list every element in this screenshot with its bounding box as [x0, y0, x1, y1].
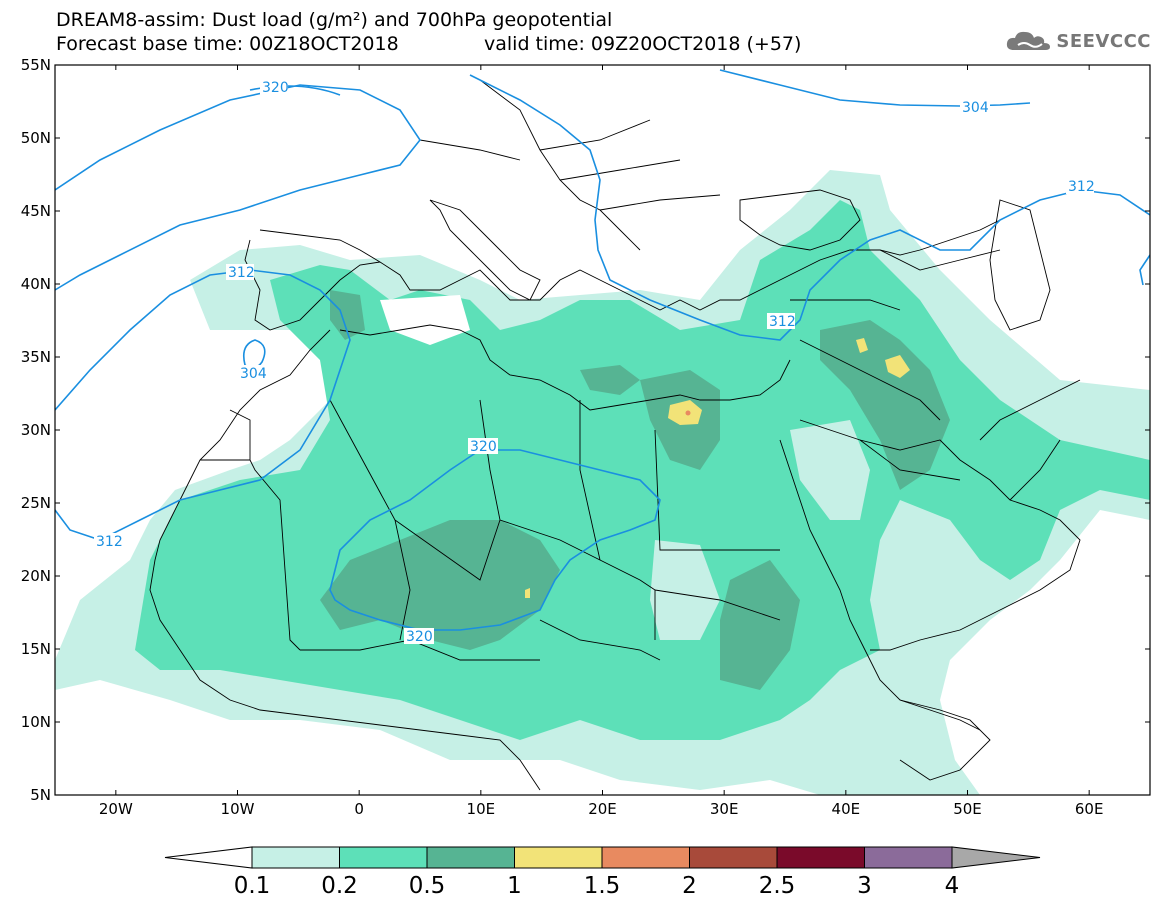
colorbar-segment [339, 846, 428, 869]
contour-label: 312 [96, 534, 123, 550]
lat-tick-label: 40N [21, 275, 51, 293]
contour-label: 304 [240, 366, 267, 382]
lat-tick-label: 45N [21, 202, 51, 220]
contour-304-northeast [719, 69, 1031, 107]
country-borders [149, 79, 1081, 791]
dust-field [55, 170, 1150, 795]
border-lines-africa [200, 399, 781, 661]
contour-312-edge [1139, 254, 1150, 286]
lat-tick-label: 50N [21, 129, 51, 147]
cloud-icon [1007, 31, 1051, 50]
coastline-horn [899, 699, 991, 781]
colorbar-segment [251, 846, 340, 869]
seevccc-logo: SEEVCCC [1004, 28, 1151, 54]
longitude-axis: 20W 10W 0 10E 20E 30E 40E 50E 60E [99, 65, 1104, 818]
contour-labels: 320 304 312 312 304 312 320 312 320 [94, 79, 1095, 645]
dust-core-egypt [685, 410, 691, 416]
contour-label: 312 [228, 265, 255, 281]
dust-band-0-5-west [320, 520, 560, 650]
latitude-axis: 55N 50N 45N 40N 35N 30N 25N 20N 15N 10N 5N [21, 56, 1150, 804]
border-lines-europe [419, 79, 1001, 271]
dust-band-0-5-iraq [820, 320, 950, 490]
coastline-black-sea [739, 189, 861, 251]
colorbar-segment [689, 846, 778, 869]
dust-band-0-5-sudan [720, 560, 800, 690]
colorbar-label: 0.5 [409, 873, 446, 899]
coastline-arabia [799, 419, 1081, 651]
colorbar-segment [514, 846, 603, 869]
colorbar-label: 2 [682, 873, 697, 899]
valid-time: valid time: 09Z20OCT2018 (+57) [484, 33, 802, 55]
lon-tick-label: 20W [99, 800, 133, 818]
contour-320-loop [249, 85, 341, 96]
dust-band-1-iraq [885, 355, 910, 378]
lat-tick-label: 35N [21, 348, 51, 366]
logo-text: SEEVCCC [1056, 30, 1151, 52]
lon-tick-label: 10E [467, 800, 496, 818]
border-lines-middle-east [790, 299, 1081, 501]
contour-312-west [55, 269, 351, 541]
dust-gap-arabia [790, 420, 870, 520]
contour-312-north [55, 84, 421, 291]
coastline-europe [259, 219, 1001, 311]
colorbar: 0.1 0.2 0.5 1 1.5 2 2.5 3 4 [164, 846, 1041, 899]
colorbar-label: 1.5 [584, 873, 621, 899]
contour-label: 320 [406, 629, 433, 645]
lon-tick-label: 30E [710, 800, 739, 818]
dust-band-1-egypt [668, 400, 702, 425]
lat-tick-label: 10N [21, 713, 51, 731]
contour-label: 320 [470, 439, 497, 455]
forecast-base-time: Forecast base time: 00Z18OCT2018 [56, 33, 399, 55]
colorbar-above-arrow [951, 846, 1041, 869]
dust-band-0-5-libya [580, 365, 640, 395]
dust-gap-mediterranean [380, 295, 470, 345]
lat-tick-label: 15N [21, 640, 51, 658]
contour-312-east [469, 74, 1150, 341]
lat-tick-label: 20N [21, 567, 51, 585]
dust-band-0-5-iberia [330, 290, 365, 340]
contour-label: 312 [1068, 179, 1095, 195]
lat-tick-label: 25N [21, 494, 51, 512]
colorbar-below-arrow [164, 846, 253, 869]
contour-label: 304 [962, 100, 989, 116]
colorbar-segment [864, 846, 953, 869]
colorbar-segment [776, 846, 865, 869]
coastline-red-sea [779, 439, 981, 731]
lon-tick-label: 60E [1075, 800, 1104, 818]
colorbar-label: 0.2 [321, 873, 358, 899]
lon-tick-label: 50E [953, 800, 982, 818]
lat-tick-label: 30N [21, 421, 51, 439]
lon-tick-label: 20E [588, 800, 617, 818]
colorbar-segment [426, 846, 515, 869]
coastline-caspian [989, 199, 1051, 331]
lon-tick-label: 40E [832, 800, 861, 818]
colorbar-label: 2.5 [759, 873, 796, 899]
lat-tick-label: 55N [21, 56, 51, 74]
coastline-west-africa [149, 329, 541, 791]
coastline-north-africa [339, 324, 791, 411]
dust-band-1-chad [525, 588, 530, 598]
contour-label: 312 [769, 314, 796, 330]
lon-tick-label: 10W [221, 800, 255, 818]
map-title: DREAM8-assim: Dust load (g/m²) and 700hP… [56, 9, 613, 31]
colorbar-label: 0.1 [234, 873, 271, 899]
lon-tick-label: 0 [354, 800, 364, 818]
colorbar-label: 3 [857, 873, 872, 899]
contour-label: 320 [262, 80, 289, 96]
dust-gap-egypt [650, 540, 720, 640]
colorbar-label: 4 [945, 873, 960, 899]
dust-band-1-syria [856, 338, 868, 353]
colorbar-segment [601, 846, 690, 869]
lat-tick-label: 5N [30, 786, 51, 804]
colorbar-label: 1 [507, 873, 522, 899]
coastline-italy [429, 199, 541, 301]
